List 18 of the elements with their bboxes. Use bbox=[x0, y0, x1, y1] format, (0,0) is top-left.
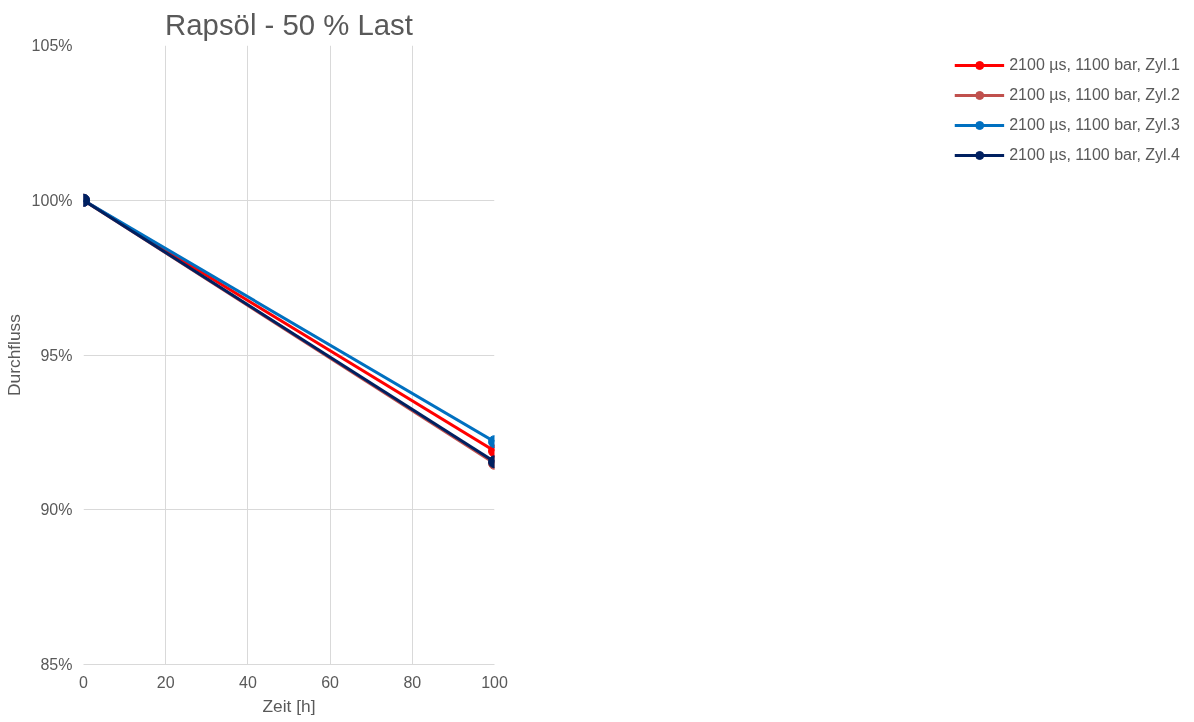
legend-label: 2100 µs, 1100 bar, Zyl.1 bbox=[1009, 56, 1180, 74]
x-tick-label: 60 bbox=[321, 673, 340, 691]
y-axis-title: Durchfluss bbox=[3, 313, 24, 396]
y-tick-label: 90% bbox=[40, 501, 73, 519]
legend-label: 2100 µs, 1100 bar, Zyl.3 bbox=[1009, 116, 1180, 134]
legend-label: 2100 µs, 1100 bar, Zyl.4 bbox=[1009, 146, 1180, 164]
y-tick-label: 85% bbox=[40, 656, 73, 673]
chart-title: Rapsöl - 50 % Last bbox=[165, 7, 413, 41]
y-tick-label: 105% bbox=[31, 37, 73, 54]
y-tick-label: 95% bbox=[40, 346, 73, 364]
legend-label: 2100 µs, 1100 bar, Zyl.2 bbox=[1009, 86, 1180, 104]
x-tick-label: 20 bbox=[156, 673, 175, 691]
x-tick-label: 100 bbox=[481, 673, 508, 691]
x-axis-title: Zeit [h] bbox=[262, 695, 316, 716]
x-tick-label: 40 bbox=[239, 673, 257, 691]
x-tick-label: 80 bbox=[403, 673, 422, 691]
x-tick-label: 0 bbox=[79, 673, 89, 691]
y-tick-label: 100% bbox=[31, 191, 73, 209]
